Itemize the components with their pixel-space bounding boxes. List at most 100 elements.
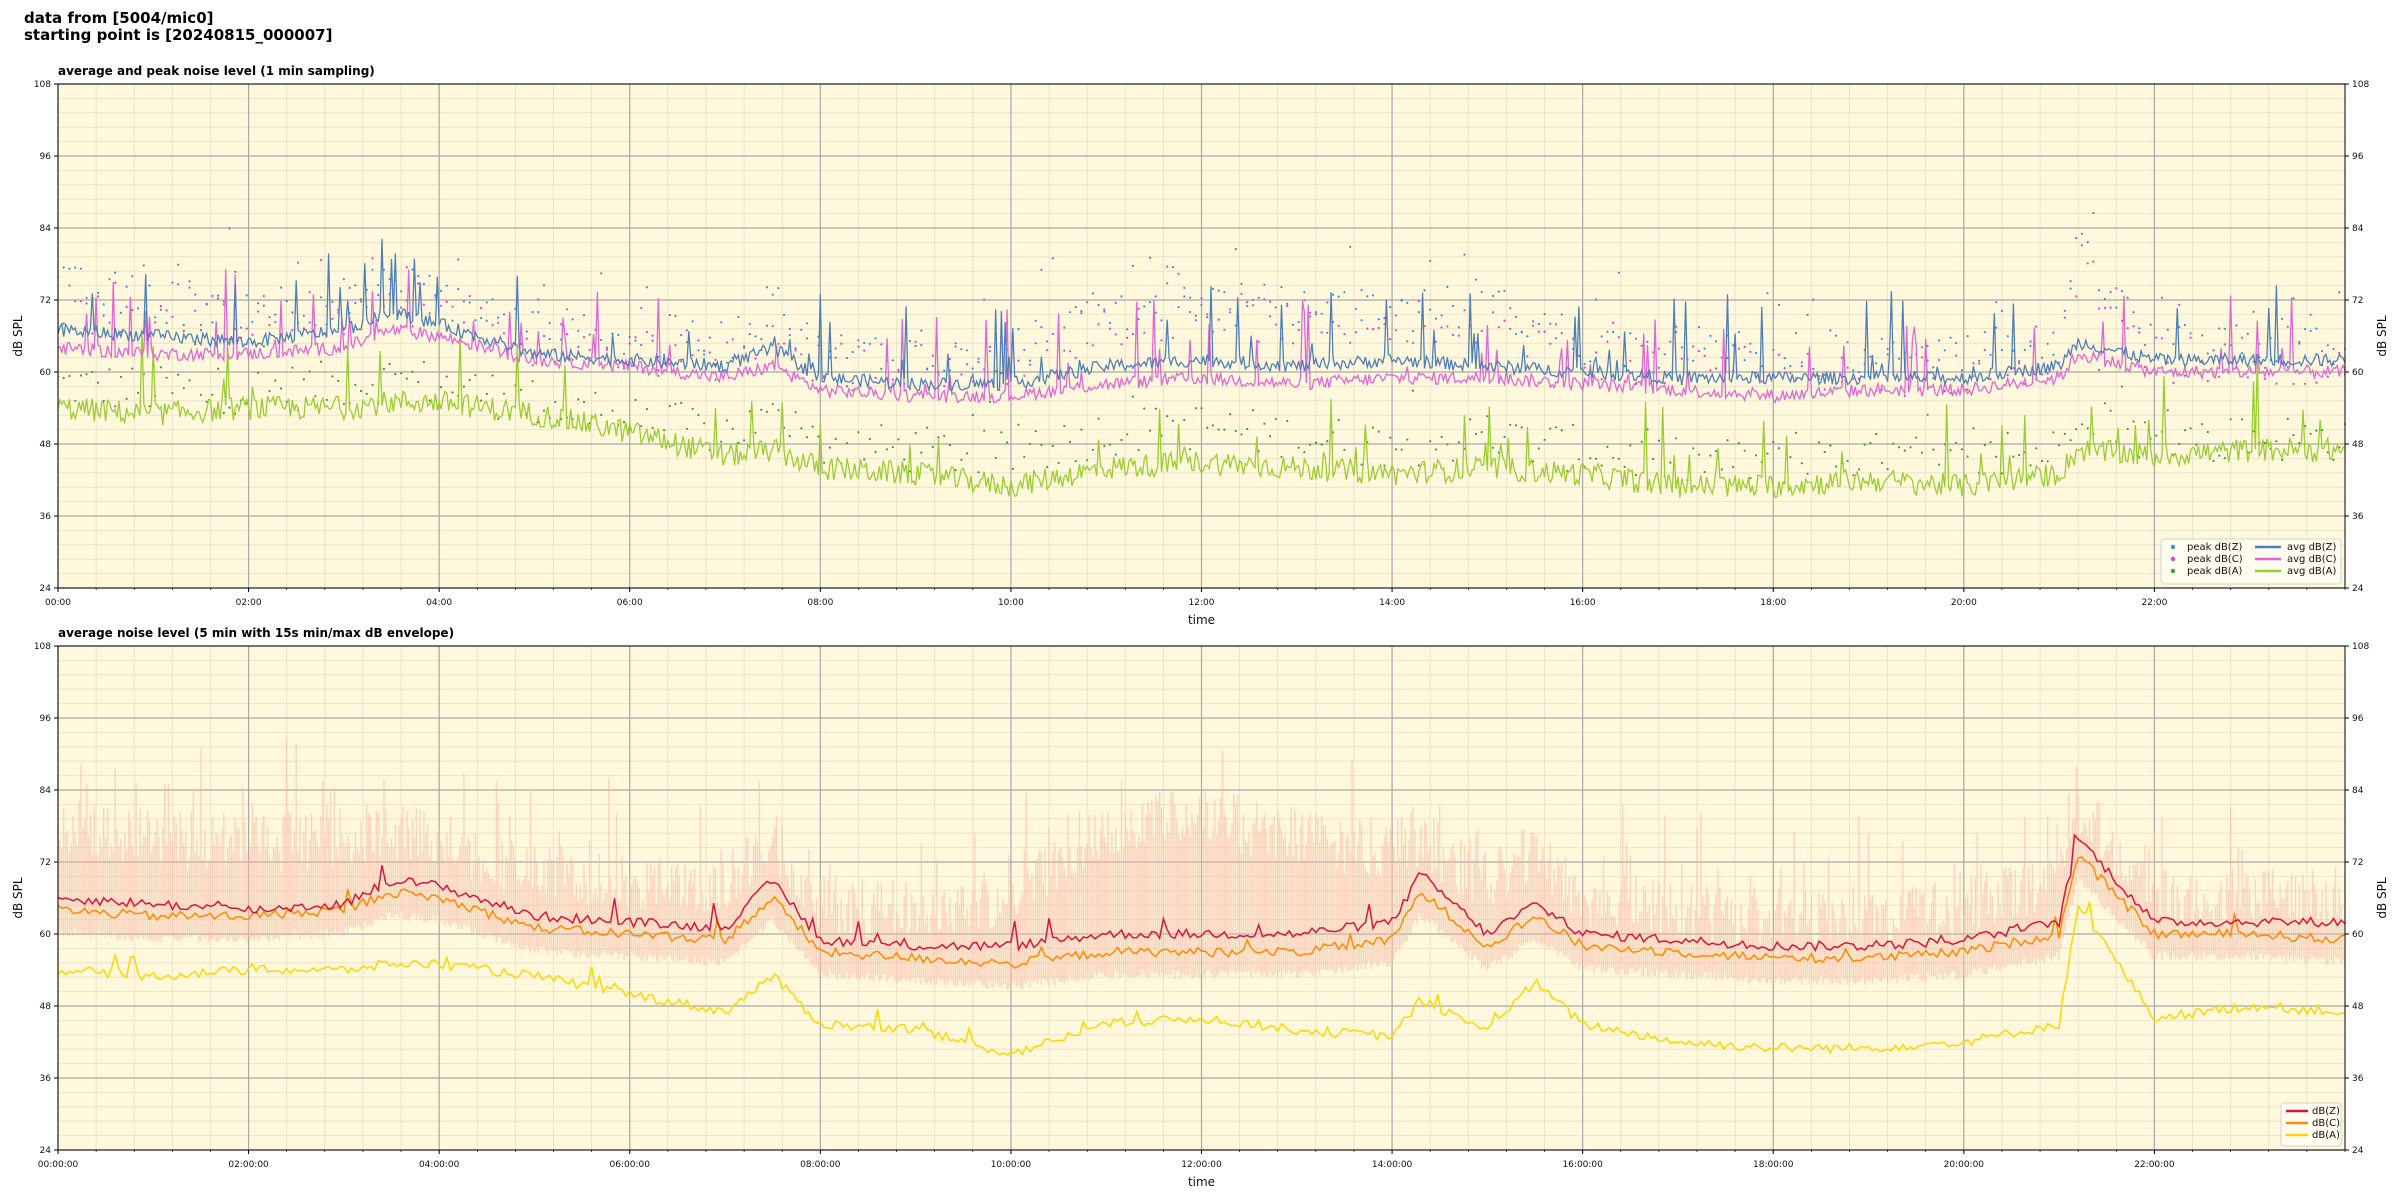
scatter-point xyxy=(319,360,323,363)
scatter-point xyxy=(2058,444,2061,447)
scatter-point xyxy=(1154,295,1157,298)
scatter-point xyxy=(863,349,866,352)
x-tick-label: 04:00:00 xyxy=(419,1160,460,1170)
scatter-point xyxy=(743,439,746,442)
scatter-point xyxy=(1377,430,1380,433)
scatter-point xyxy=(640,343,643,347)
scatter-point xyxy=(2109,409,2112,412)
scatter-point xyxy=(2206,430,2209,434)
scatter-point xyxy=(1280,286,1283,289)
scatter-point xyxy=(2189,427,2192,430)
scatter-point xyxy=(1040,443,1043,447)
scatter-point xyxy=(2155,336,2158,339)
scatter-point xyxy=(199,323,202,326)
scatter-point xyxy=(674,314,677,317)
scatter-point xyxy=(114,281,117,284)
scatter-point xyxy=(262,304,265,307)
scatter-point xyxy=(1211,424,1214,427)
scatter-point xyxy=(897,370,900,373)
scatter-point xyxy=(1943,390,1946,393)
scatter-point xyxy=(931,354,934,357)
scatter-point xyxy=(1394,329,1397,332)
x-tick-label: 10:00:00 xyxy=(991,1160,1032,1170)
scatter-point xyxy=(1229,308,1232,311)
scatter-point xyxy=(1349,245,1352,248)
scatter-point xyxy=(1949,392,1952,395)
scatter-point xyxy=(1526,355,1529,358)
scatter-point xyxy=(1760,365,1763,368)
scatter-point xyxy=(342,278,345,281)
scatter-point xyxy=(2069,280,2072,283)
y-tick-label: 60 xyxy=(40,930,52,940)
scatter-point xyxy=(2069,439,2072,442)
scatter-point xyxy=(257,310,260,313)
scatter-point xyxy=(1377,318,1380,321)
scatter-point xyxy=(2052,353,2055,356)
scatter-point xyxy=(2063,432,2066,435)
scatter-point xyxy=(1389,436,1392,439)
scatter-point xyxy=(314,395,317,398)
scatter-point xyxy=(954,469,957,472)
scatter-point xyxy=(1200,303,1203,306)
scatter-point xyxy=(868,437,872,441)
scatter-point xyxy=(754,335,757,338)
scatter-point xyxy=(1709,369,1712,372)
scatter-point xyxy=(777,342,780,345)
scatter-point xyxy=(1897,357,1901,360)
scatter-point xyxy=(2183,324,2186,327)
x-tick-label: 16:00:00 xyxy=(1562,1160,1603,1170)
scatter-point xyxy=(2029,340,2032,343)
y-tick-label-right: 72 xyxy=(2352,296,2363,306)
scatter-point xyxy=(1371,294,1375,297)
scatter-point xyxy=(1286,419,1289,423)
scatter-point xyxy=(1835,334,1838,337)
plot-frame-2 xyxy=(57,645,2346,1151)
scatter-point xyxy=(845,356,849,360)
scatter-point xyxy=(2246,376,2249,379)
scatter-point xyxy=(1366,327,1369,330)
scatter-point xyxy=(685,329,689,332)
scatter-point xyxy=(1492,294,1495,298)
scatter-point xyxy=(1108,321,1112,325)
scatter-point xyxy=(823,461,826,464)
chart-panel-1: 24 24 36 36 48 48 60 60 72 72 84 84 96 96 108 108 00:00 0… xyxy=(11,64,2389,627)
scatter-point xyxy=(1120,295,1123,298)
scatter-point xyxy=(211,393,214,396)
legend-label: dB(Z) xyxy=(2312,1106,2340,1117)
scatter-point xyxy=(1063,326,1066,329)
scatter-point xyxy=(1646,340,1649,343)
scatter-point xyxy=(983,298,986,301)
scatter-point xyxy=(1371,328,1375,331)
scatter-point xyxy=(1520,331,1523,334)
scatter-point xyxy=(1360,319,1363,322)
scatter-point xyxy=(268,390,271,393)
scatter-point xyxy=(1320,331,1323,334)
scatter-point xyxy=(502,392,506,395)
y-tick-label-right: 24 xyxy=(2352,1146,2364,1156)
scatter-point xyxy=(2000,472,2003,475)
scatter-point xyxy=(2275,440,2278,443)
scatter-point xyxy=(834,356,837,359)
scatter-point xyxy=(645,330,649,334)
scatter-point xyxy=(451,305,454,308)
scatter-point xyxy=(136,307,140,310)
scatter-point xyxy=(788,327,791,330)
scatter-point xyxy=(359,389,363,393)
scatter-point xyxy=(102,303,105,306)
scatter-point xyxy=(1028,363,1032,366)
scatter-point xyxy=(823,375,826,378)
scatter-point xyxy=(1446,325,1449,328)
series-line-db-c- xyxy=(58,856,2345,969)
scatter-point xyxy=(1514,315,1518,318)
scatter-point xyxy=(2132,311,2135,314)
scatter-point xyxy=(542,284,546,287)
scatter-point xyxy=(897,438,900,441)
scatter-point xyxy=(1303,291,1306,294)
scatter-point xyxy=(2098,307,2101,310)
scatter-point xyxy=(520,388,523,391)
scatter-point xyxy=(1023,455,1026,458)
scatter-point xyxy=(771,293,774,296)
scatter-point xyxy=(1474,432,1477,435)
scatter-point xyxy=(1755,371,1758,374)
